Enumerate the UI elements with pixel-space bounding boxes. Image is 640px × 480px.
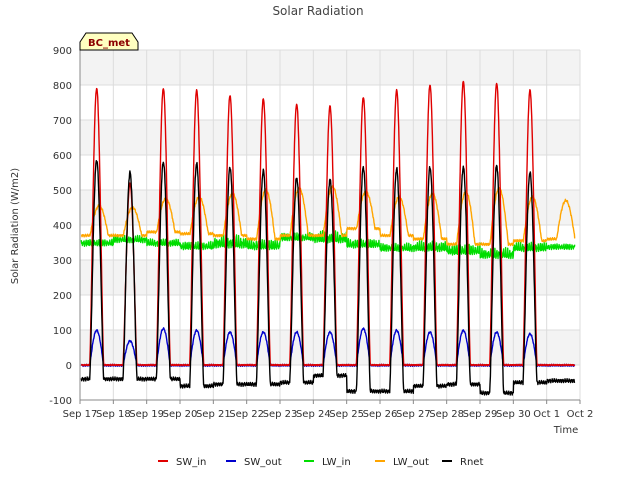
x-tick-label: Sep 30 [496,409,531,420]
x-tick-label: Sep 26 [363,409,398,420]
legend-item-lw-out: LW_out [375,457,429,468]
y-tick-label: 200 [53,291,72,302]
legend-item-sw-out: SW_out [226,457,282,468]
legend: SW_in SW_out LW_in LW_out Rnet [158,457,483,468]
y-tick-label: 400 [53,221,72,232]
legend-label: SW_out [244,457,282,468]
x-tick-label: Sep 27 [396,409,431,420]
x-tick-label: Sep 22 [229,409,264,420]
y-axis-label: Solar Radiation (W/m2) [10,168,21,284]
station-badge: BC_met [79,32,139,51]
x-tick-label: Sep 25 [329,409,364,420]
x-tick-label: Sep 24 [296,409,331,420]
x-tick-label: Oct 1 [533,409,560,420]
axes [79,50,580,401]
legend-item-lw-in: LW_in [304,457,351,468]
x-tick-label: Sep 19 [129,409,164,420]
grid-band [80,50,580,85]
series-line-sw-out [80,327,576,368]
series-line-sw-in [80,80,576,367]
grid-band [80,330,580,365]
y-tick-label: 800 [53,81,72,92]
y-axis-ticks: -100 0 100 200 300 400 500 600 700 800 900 [49,46,72,407]
legend-item-sw-in: SW_in [158,457,206,468]
x-axis-label: Time [553,425,578,436]
x-tick-label: Sep 23 [263,409,298,420]
y-tick-label: 500 [53,186,72,197]
x-tick-label: Sep 28 [429,409,464,420]
y-tick-label: 100 [53,326,72,337]
x-tick-label: Oct 2 [567,409,594,420]
y-tick-label: -100 [49,396,72,407]
legend-label: LW_out [393,457,429,468]
grid-band [80,120,580,155]
station-badge-label: BC_met [88,38,130,49]
y-tick-label: 300 [53,256,72,267]
grid-band [80,260,580,295]
y-tick-label: 600 [53,151,72,162]
y-tick-label: 900 [53,46,72,57]
series-layer [80,80,576,396]
y-tick-label: 0 [66,361,72,372]
x-tick-label: Sep 29 [463,409,498,420]
x-tick-label: Sep 17 [63,409,98,420]
y-tick-label: 700 [53,116,72,127]
legend-label: SW_in [176,457,206,468]
x-tick-label: Sep 20 [163,409,198,420]
legend-label: LW_in [322,457,351,468]
x-tick-label: Sep 18 [96,409,131,420]
legend-item-rnet: Rnet [442,457,483,468]
chart-title: Solar Radiation [272,4,363,18]
x-tick-label: Sep 21 [196,409,231,420]
legend-label: Rnet [460,457,483,468]
series-line-rnet [80,160,576,396]
